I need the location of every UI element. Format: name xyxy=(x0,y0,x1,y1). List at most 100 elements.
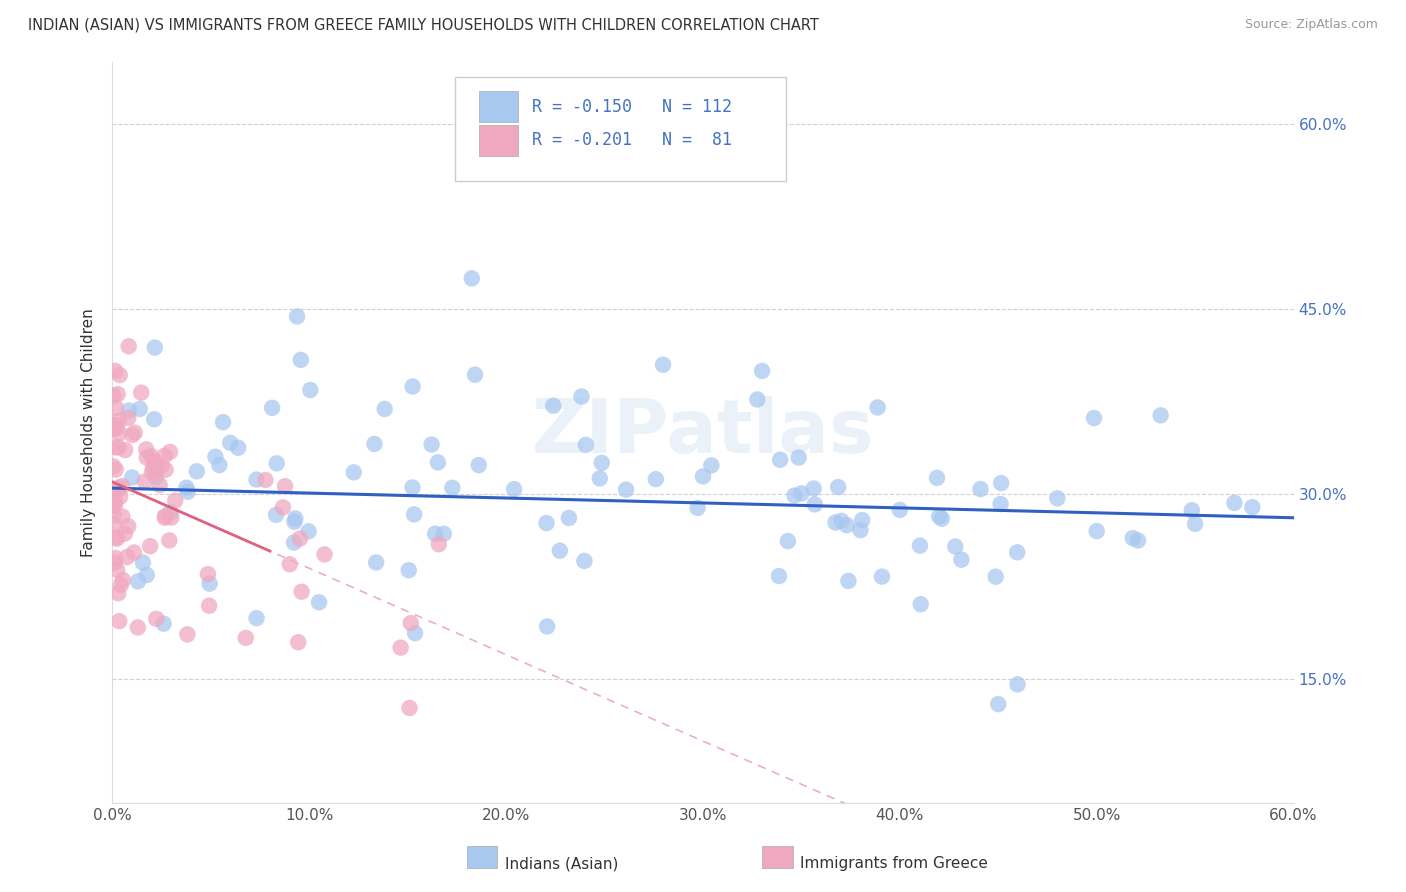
Point xyxy=(235,631,257,645)
Point xyxy=(176,627,198,641)
Point xyxy=(105,421,128,435)
Point xyxy=(401,379,423,393)
Text: Indians (Asian): Indians (Asian) xyxy=(505,856,619,871)
FancyBboxPatch shape xyxy=(467,846,498,868)
Point xyxy=(104,462,127,476)
Point xyxy=(114,526,136,541)
Point xyxy=(423,526,446,541)
Point xyxy=(135,442,157,457)
Point xyxy=(644,472,666,486)
Point xyxy=(104,551,127,566)
Point xyxy=(404,626,426,640)
Point xyxy=(104,556,127,570)
Point xyxy=(198,599,221,613)
Point xyxy=(908,539,931,553)
Point xyxy=(197,567,219,582)
Point xyxy=(245,473,267,487)
Point xyxy=(1083,411,1105,425)
Point xyxy=(464,368,486,382)
Point xyxy=(121,470,143,484)
Point xyxy=(103,508,125,523)
Point xyxy=(157,533,180,548)
Point xyxy=(118,339,141,353)
Point xyxy=(1184,516,1206,531)
Point xyxy=(118,403,141,417)
Point xyxy=(134,475,156,489)
Point xyxy=(283,535,305,549)
Point xyxy=(128,401,150,416)
Text: R = -0.150   N = 112: R = -0.150 N = 112 xyxy=(531,98,731,116)
Point xyxy=(285,310,308,324)
Point xyxy=(1046,491,1069,506)
Point xyxy=(108,426,131,441)
Point xyxy=(110,578,132,592)
Point xyxy=(107,586,129,600)
Point xyxy=(121,428,143,442)
Point xyxy=(145,470,167,484)
Point xyxy=(264,508,287,522)
Point xyxy=(925,471,948,485)
FancyBboxPatch shape xyxy=(478,91,517,122)
FancyBboxPatch shape xyxy=(478,125,517,156)
Point xyxy=(212,415,235,429)
Point xyxy=(804,497,827,511)
Point xyxy=(692,469,714,483)
Point xyxy=(274,479,297,493)
Point xyxy=(115,549,138,564)
Point xyxy=(827,480,849,494)
Point xyxy=(219,435,242,450)
Point xyxy=(803,482,825,496)
Point xyxy=(987,697,1010,711)
Point xyxy=(153,449,176,463)
Point xyxy=(931,511,953,525)
Point xyxy=(548,543,571,558)
Point xyxy=(536,516,558,530)
Point xyxy=(284,511,307,525)
Y-axis label: Family Households with Children: Family Households with Children xyxy=(80,309,96,557)
Point xyxy=(314,548,336,562)
Point xyxy=(150,458,173,473)
Point xyxy=(108,480,131,494)
Point xyxy=(441,481,464,495)
Point xyxy=(135,568,157,582)
Point xyxy=(575,438,598,452)
Point xyxy=(129,385,152,400)
Text: R = -0.201   N =  81: R = -0.201 N = 81 xyxy=(531,131,731,149)
Point xyxy=(245,611,267,625)
Point xyxy=(558,511,581,525)
Point xyxy=(165,493,187,508)
Point xyxy=(288,532,311,546)
Point xyxy=(103,389,125,403)
Point xyxy=(111,509,134,524)
Point xyxy=(984,569,1007,583)
Point xyxy=(105,563,128,577)
Point xyxy=(139,539,162,553)
Point xyxy=(851,513,873,527)
Point xyxy=(107,441,129,455)
Point xyxy=(308,595,330,609)
Point xyxy=(103,422,125,436)
Point xyxy=(398,701,420,715)
Point xyxy=(143,412,166,426)
Text: Source: ZipAtlas.com: Source: ZipAtlas.com xyxy=(1244,18,1378,31)
Point xyxy=(652,358,675,372)
Point xyxy=(1150,409,1173,423)
Point xyxy=(208,458,231,472)
Point xyxy=(108,614,131,628)
Point xyxy=(108,368,131,383)
Point xyxy=(420,437,443,451)
Point xyxy=(135,450,157,465)
Point xyxy=(104,441,127,455)
Point xyxy=(105,530,128,544)
Point xyxy=(159,505,181,519)
Text: INDIAN (ASIAN) VS IMMIGRANTS FROM GREECE FAMILY HOUSEHOLDS WITH CHILDREN CORRELA: INDIAN (ASIAN) VS IMMIGRANTS FROM GREECE… xyxy=(28,18,818,33)
Point xyxy=(969,482,991,496)
Point xyxy=(104,364,127,378)
Point xyxy=(433,526,456,541)
Point xyxy=(824,516,846,530)
Point xyxy=(837,574,859,588)
Point xyxy=(366,556,388,570)
Point xyxy=(108,490,131,504)
Point xyxy=(541,399,564,413)
Point xyxy=(343,466,366,480)
